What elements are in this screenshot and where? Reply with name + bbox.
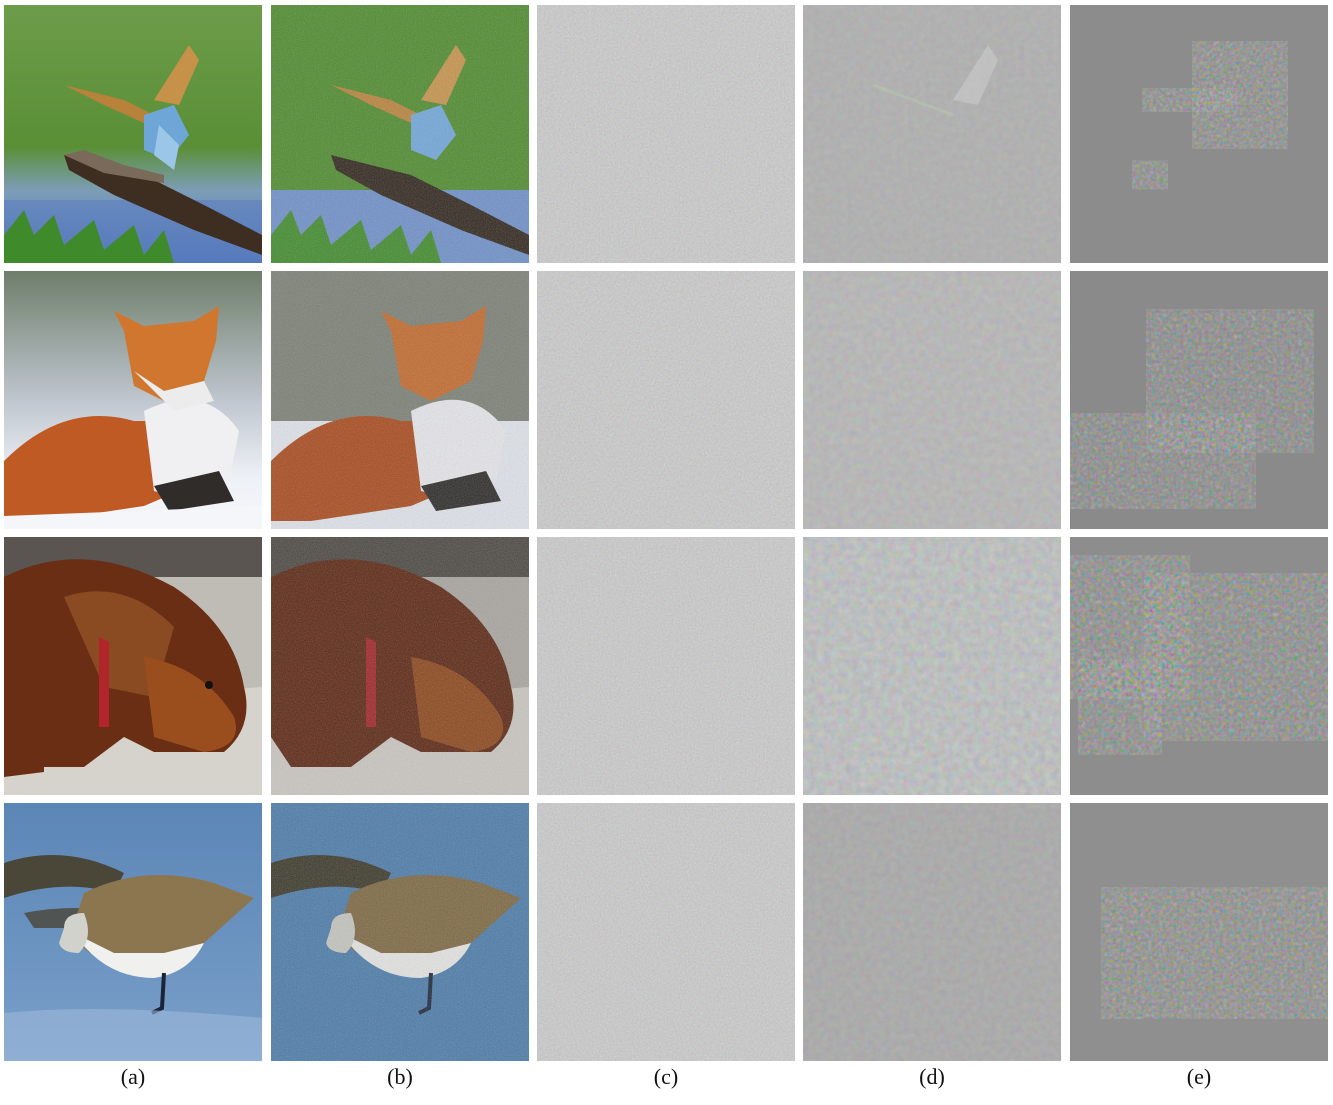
figure-grid [4, 5, 1329, 1061]
tile-row2-original [4, 271, 262, 529]
bee-eater-noisy-image [271, 5, 529, 263]
perturbation-coarse-image [1070, 271, 1328, 529]
caption-d: (d) [919, 1064, 945, 1089]
perturbation-fine-image [537, 5, 795, 263]
red-fox-image [4, 271, 262, 529]
tile-row2-perturbation-c [537, 271, 795, 529]
perturbation-medium-image [803, 803, 1061, 1061]
tile-row3-noisy [271, 537, 529, 795]
dachshund-image [4, 537, 262, 795]
tile-row1-noisy [271, 5, 529, 263]
dachshund-noisy-image [271, 537, 529, 795]
tile-row4-perturbation-c [537, 803, 795, 1061]
tile-row4-noisy [271, 803, 529, 1061]
perturbation-fine-image [537, 803, 795, 1061]
perturbation-fine-image [537, 271, 795, 529]
caption-a: (a) [120, 1064, 146, 1089]
perturbation-fine-image [537, 537, 795, 795]
tile-row4-perturbation-e [1070, 803, 1328, 1061]
perturbation-medium-image [803, 5, 1061, 263]
perturbation-coarse-image [1070, 537, 1328, 795]
perturbation-medium-image [803, 271, 1061, 529]
tile-row2-perturbation-e [1070, 271, 1328, 529]
tile-row3-perturbation-e [1070, 537, 1328, 795]
sandpiper-noisy-image [271, 803, 529, 1061]
tile-row3-perturbation-c [537, 537, 795, 795]
tile-row3-perturbation-d [803, 537, 1061, 795]
caption-b: (b) [387, 1064, 413, 1089]
tile-row1-original [4, 5, 262, 263]
perturbation-coarse-image [1070, 803, 1328, 1061]
tile-row1-perturbation-c [537, 5, 795, 263]
tile-row3-original [4, 537, 262, 795]
tile-row1-perturbation-d [803, 5, 1061, 263]
tile-row2-perturbation-d [803, 271, 1061, 529]
caption-e: (e) [1186, 1064, 1212, 1089]
bee-eater-image [4, 5, 262, 263]
tile-row2-noisy [271, 271, 529, 529]
perturbation-medium-image [803, 537, 1061, 795]
tile-row4-perturbation-d [803, 803, 1061, 1061]
red-fox-noisy-image [271, 271, 529, 529]
caption-c: (c) [653, 1064, 679, 1089]
sandpiper-image [4, 803, 262, 1061]
tile-row4-original [4, 803, 262, 1061]
tile-row1-perturbation-e [1070, 5, 1328, 263]
perturbation-coarse-image [1070, 5, 1328, 263]
